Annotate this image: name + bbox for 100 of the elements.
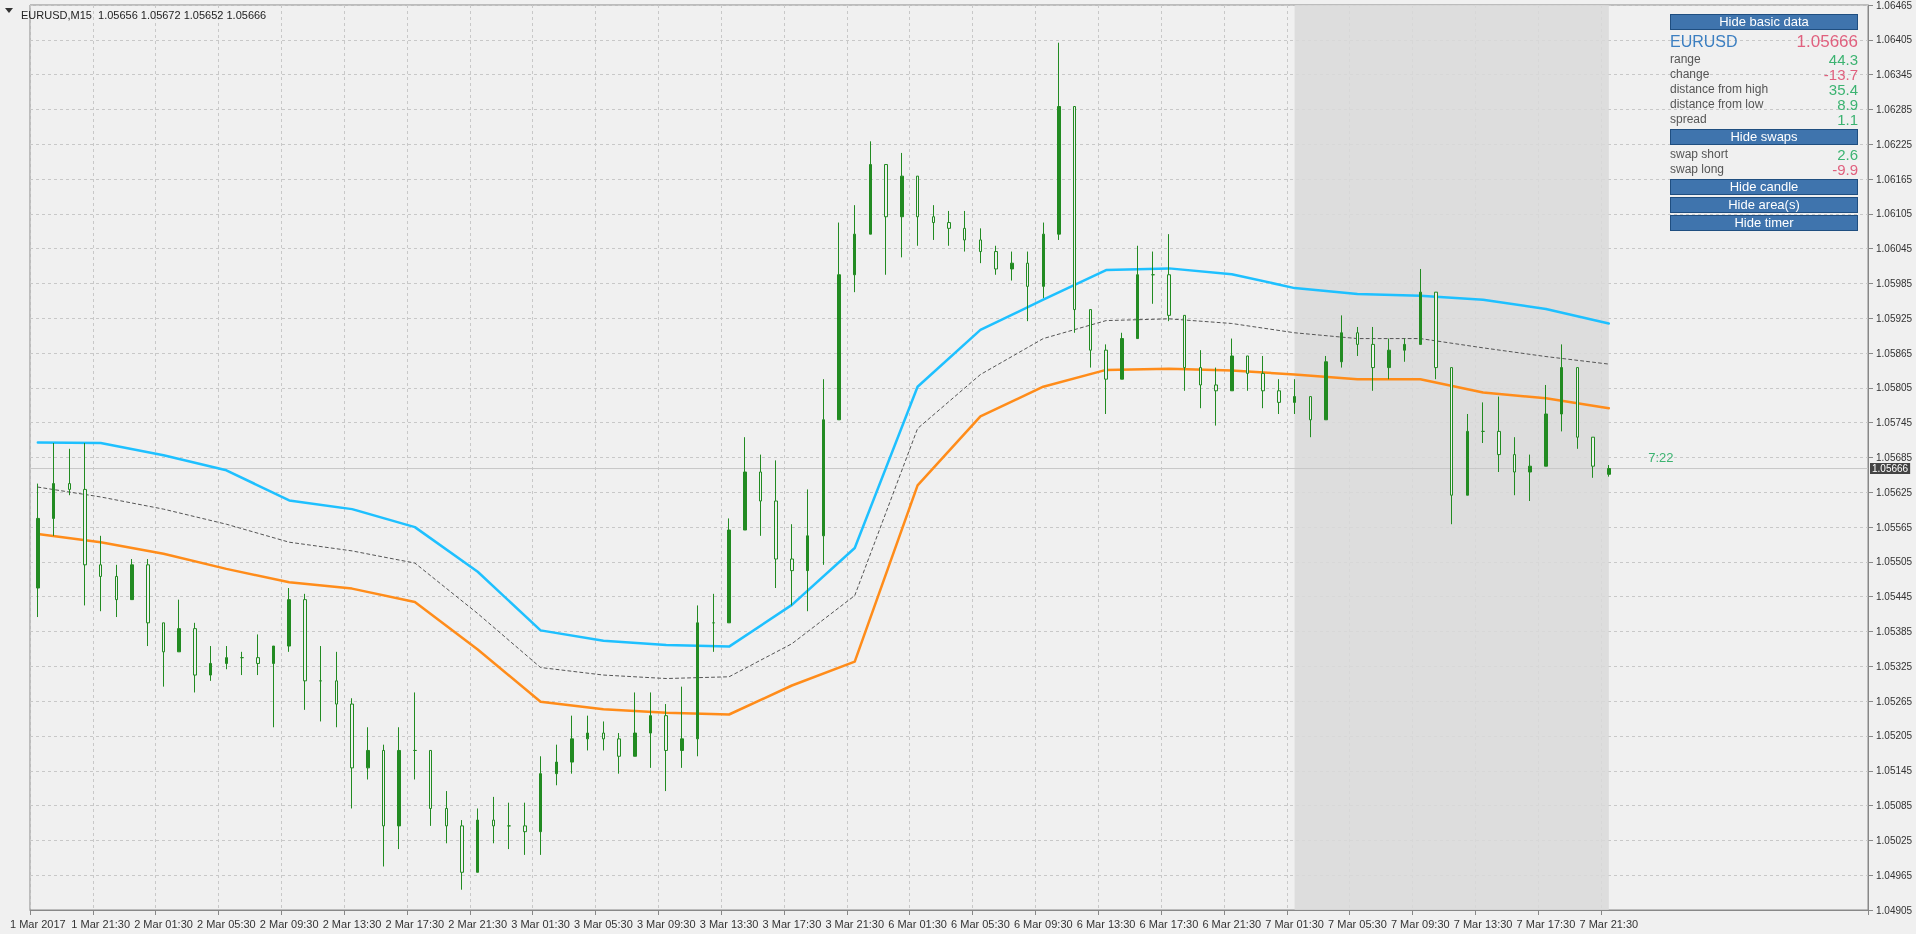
candlestick — [429, 749, 432, 827]
x-tick-label: 3 Mar 17:30 — [762, 917, 822, 930]
x-tick-label: 3 Mar 21:30 — [825, 917, 885, 930]
y-tick-label: 1.05385 — [1876, 626, 1913, 638]
candlestick — [1576, 367, 1579, 450]
candlestick — [947, 210, 951, 247]
candlestick — [319, 645, 322, 722]
candlestick — [1293, 378, 1296, 415]
x-tick-label: 3 Mar 13:30 — [699, 917, 759, 930]
candlestick — [1371, 326, 1375, 392]
y-tick-label: 1.05985 — [1876, 277, 1913, 289]
candlestick — [52, 442, 55, 537]
y-tick-label: 1.04965 — [1876, 869, 1913, 881]
candlestick — [822, 378, 825, 566]
y-tick-label: 1.06225 — [1876, 138, 1913, 150]
annotation: Hide basic data — [1670, 14, 1858, 30]
candlestick — [555, 744, 558, 786]
x-tick-label: 7 Mar 17:30 — [1516, 917, 1576, 930]
x-tick-label: 2 Mar 05:30 — [197, 917, 256, 930]
x-tick-label: 7 Mar 21:30 — [1579, 917, 1639, 930]
annotation: 7:22 — [1648, 449, 1674, 465]
category-label: swap long — [1670, 162, 1725, 177]
candlestick — [1419, 268, 1422, 345]
data-label: 44.3 — [1828, 51, 1858, 68]
data-label: -9.9 — [1832, 161, 1858, 178]
y-tick-label: 1.05805 — [1876, 382, 1913, 394]
candlestick — [774, 459, 778, 589]
candlestick — [1261, 355, 1265, 409]
candlestick — [1199, 349, 1202, 409]
annotation: Hide area(s) — [1670, 197, 1858, 213]
candlestick — [209, 645, 212, 682]
candlestick — [1073, 106, 1076, 334]
category-label: distance from low — [1670, 97, 1764, 112]
x-tick-label: 1 Mar 21:30 — [71, 917, 131, 930]
x-tick-label: 2 Mar 13:30 — [322, 917, 382, 930]
candlestick — [1183, 314, 1186, 392]
annotation: Hide swaps — [1670, 129, 1858, 145]
data-label: 1.1 — [1837, 111, 1858, 128]
candlestick — [916, 175, 919, 247]
candlestick — [177, 599, 181, 653]
x-tick-label: 6 Mar 13:30 — [1076, 917, 1136, 930]
candlestick — [1450, 367, 1453, 525]
candlestick — [507, 802, 511, 850]
candlestick — [884, 164, 888, 276]
category-label: change — [1670, 67, 1710, 82]
candlestick — [130, 558, 134, 601]
candlestick — [680, 686, 684, 769]
y-tick-label: 1.05265 — [1876, 695, 1913, 707]
annotation: Hide timer — [1670, 215, 1858, 231]
candlestick — [1481, 401, 1485, 444]
candlestick — [382, 744, 385, 867]
candlestick — [1214, 367, 1218, 427]
candlestick — [1010, 251, 1014, 282]
candlestick — [445, 790, 448, 844]
line-series — [36, 267, 1611, 648]
candlestick — [492, 796, 495, 844]
candlestick — [256, 633, 260, 676]
candlestick — [397, 726, 401, 850]
y-tick-label: 1.05565 — [1876, 521, 1913, 533]
candlestick — [743, 436, 747, 531]
candlestick — [193, 622, 197, 693]
candlestick — [1356, 326, 1359, 357]
y-tick-label: 1.04905 — [1876, 904, 1913, 916]
category-label: distance from high — [1670, 82, 1769, 97]
y-tick-label: 1.06045 — [1876, 243, 1913, 255]
x-tick-label: 3 Mar 09:30 — [636, 917, 696, 930]
x-tick-label: 2 Mar 21:30 — [448, 917, 508, 930]
x-tick-label: 2 Mar 17:30 — [385, 917, 445, 930]
candlestick — [1277, 378, 1281, 415]
candlestick — [994, 245, 998, 276]
candlestick — [1309, 396, 1312, 438]
candlestick — [1167, 233, 1171, 322]
candlestick — [712, 593, 715, 653]
candlestick — [837, 222, 841, 421]
candlestick — [664, 703, 668, 792]
candlestick — [1042, 222, 1045, 299]
data-label: 1.05666 — [1796, 32, 1858, 52]
candlestick — [790, 523, 794, 606]
candlestick — [1466, 413, 1469, 496]
candlestick — [649, 691, 652, 769]
candlestick — [1089, 309, 1092, 369]
candlestick — [963, 210, 966, 253]
x-tick-label: 6 Mar 05:30 — [951, 917, 1010, 930]
y-tick-label: 1.05505 — [1876, 556, 1913, 568]
candlestick — [335, 651, 338, 728]
x-tick-label: 6 Mar 21:30 — [1202, 917, 1262, 930]
candlestick — [1230, 338, 1234, 392]
candlestick — [602, 720, 605, 751]
y-tick-label: 1.06105 — [1876, 208, 1913, 220]
y-tick-label: 1.05085 — [1876, 800, 1913, 812]
candlestick — [1607, 464, 1611, 478]
y-tick-label: 1.05745 — [1876, 417, 1913, 429]
y-tick-label: 1.06465 — [1876, 0, 1913, 11]
candlestick — [162, 622, 165, 688]
candlestick — [1026, 251, 1029, 322]
candlestick — [1104, 343, 1108, 415]
candlestick — [68, 448, 71, 496]
candlestick — [1591, 436, 1595, 479]
candlestick — [586, 715, 589, 751]
y-tick-label: 1.05445 — [1876, 591, 1913, 603]
